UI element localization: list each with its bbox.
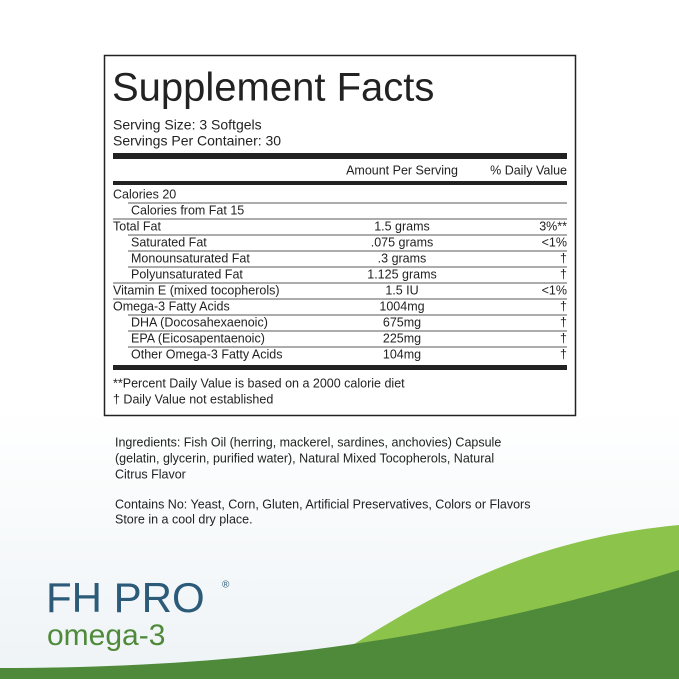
row-name: Other Omega-3 Fatty Acids <box>131 347 282 361</box>
label-title: Supplement Facts <box>112 66 434 110</box>
storage: Store in a cool dry place. <box>115 512 253 526</box>
row-amount: 1.5 IU <box>385 283 418 297</box>
row-dv: † <box>560 315 567 329</box>
brand-name: FH PRO <box>46 574 205 621</box>
row-name: Saturated Fat <box>131 235 207 249</box>
label: Supplement Facts Serving Size: 3 Softgel… <box>112 66 567 407</box>
row-dv: † <box>560 347 567 361</box>
rule-thick <box>113 153 567 159</box>
row-amount: 104mg <box>383 347 421 361</box>
wave-dark <box>0 570 679 679</box>
row-dv: <1% <box>542 235 567 249</box>
servings-per-container: Servings Per Container: 30 <box>113 133 281 149</box>
row-dv: † <box>560 299 567 313</box>
column-header: % Daily Value <box>490 163 567 177</box>
row-name: Polyunsaturated Fat <box>131 267 243 281</box>
row-amount: 1004mg <box>379 299 424 313</box>
row-dv: † <box>560 331 567 345</box>
row-name: EPA (Eicosapentaenoic) <box>131 331 265 345</box>
row-amount: 1.5 grams <box>374 219 430 233</box>
row-amount: .075 grams <box>371 235 434 249</box>
row-dv: <1% <box>542 283 567 297</box>
row-name: Calories from Fat 15 <box>131 203 244 217</box>
brand-mark: ® <box>222 580 230 591</box>
column-header: Amount Per Serving <box>346 163 458 177</box>
row-amount: 1.125 grams <box>367 267 436 281</box>
row-name: Monounsaturated Fat <box>131 251 250 265</box>
footnote: **Percent Daily Value is based on a 2000… <box>113 376 405 390</box>
footnote: † Daily Value not established <box>113 392 273 406</box>
ingredients-line: (gelatin, glycerin, purified water), Nat… <box>115 451 494 465</box>
row-amount: .3 grams <box>378 251 427 265</box>
ingredients-line: Ingredients: Fish Oil (herring, mackerel… <box>115 435 501 449</box>
row-amount: 225mg <box>383 331 421 345</box>
brand-product: omega-3 <box>47 619 165 652</box>
contains: Contains No: Yeast, Corn, Gluten, Artifi… <box>115 497 530 511</box>
serving-size: Serving Size: 3 Softgels <box>113 117 262 133</box>
row-name: Vitamin E (mixed tocopherols) <box>113 283 280 297</box>
row-dv: † <box>560 267 567 281</box>
row-amount: 675mg <box>383 315 421 329</box>
row-dv: † <box>560 251 567 265</box>
row-dv: 3%** <box>539 219 567 233</box>
row-name: Omega-3 Fatty Acids <box>113 299 230 313</box>
row-name: DHA (Docosahexaenoic) <box>131 315 268 329</box>
ingredients-line: Citrus Flavor <box>115 467 186 481</box>
row-name: Total Fat <box>113 219 161 233</box>
rule-thick <box>113 365 567 370</box>
rule-thick <box>113 181 567 185</box>
row-name: Calories 20 <box>113 187 176 201</box>
label-box <box>103 54 577 417</box>
